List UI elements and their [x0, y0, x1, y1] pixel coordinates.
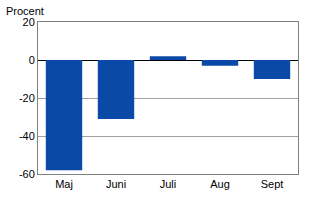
svg-text:20: 20: [23, 16, 35, 28]
svg-text:Maj: Maj: [55, 178, 73, 190]
svg-text:0: 0: [29, 54, 35, 66]
svg-text:Procent: Procent: [6, 5, 44, 17]
svg-text:Aug: Aug: [210, 178, 230, 190]
svg-text:Juli: Juli: [160, 178, 177, 190]
svg-text:-60: -60: [19, 168, 35, 180]
svg-text:-40: -40: [19, 130, 35, 142]
svg-text:-20: -20: [19, 92, 35, 104]
svg-text:Juni: Juni: [106, 178, 126, 190]
svg-text:Sept: Sept: [261, 178, 284, 190]
